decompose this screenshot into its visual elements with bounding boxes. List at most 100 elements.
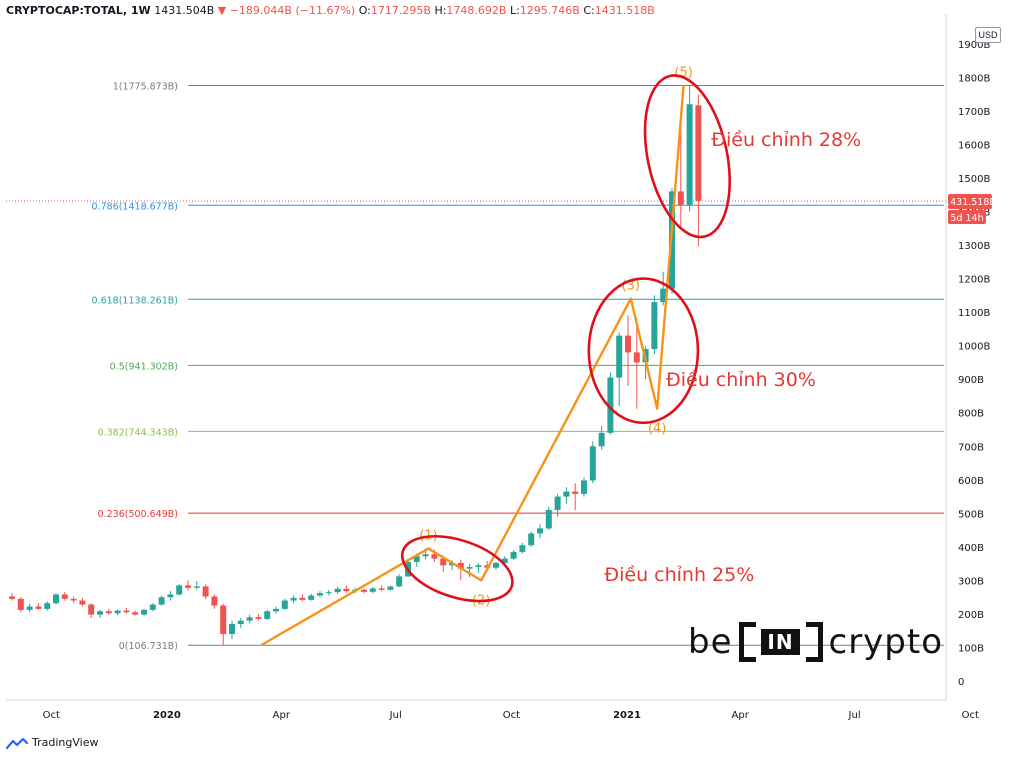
candle	[528, 531, 535, 547]
candle-body	[607, 377, 614, 433]
candle-body	[281, 600, 288, 609]
x-tick-label: Jul	[848, 710, 861, 721]
candle-body	[537, 528, 543, 534]
currency-button[interactable]: USD	[975, 27, 1001, 43]
candle	[625, 315, 631, 386]
candle-body	[519, 545, 526, 552]
candle	[660, 271, 667, 306]
correction-annotation: Điều chỉnh 30%	[666, 369, 816, 391]
candle-body	[273, 608, 279, 612]
x-tick-label: Oct	[962, 710, 979, 721]
y-tick-label: 400B	[958, 543, 984, 554]
candle-body	[422, 554, 429, 557]
y-tick-label: 1500B	[958, 174, 990, 185]
candle-body	[53, 594, 59, 604]
candle	[616, 332, 623, 407]
candle	[255, 613, 262, 621]
high-value: 1748.692B	[446, 4, 507, 17]
candle-body	[510, 551, 517, 559]
x-tick-label: Apr	[273, 710, 291, 721]
candle	[457, 559, 464, 581]
logo-mid: IN	[761, 629, 800, 655]
candle	[493, 561, 499, 570]
candle-body	[396, 576, 403, 587]
y-tick-label: 1100B	[958, 308, 990, 319]
candle-body	[572, 491, 579, 494]
candle-body	[290, 597, 297, 601]
candle-body	[237, 620, 244, 624]
candle-body	[484, 565, 491, 568]
candle-body	[677, 191, 684, 205]
candle	[53, 593, 59, 605]
candle-body	[229, 623, 235, 635]
fib-label: 1(1775.873B)	[113, 81, 178, 92]
tradingview-label: TradingView	[32, 736, 99, 749]
candle-body	[589, 446, 596, 481]
candle	[361, 588, 367, 594]
y-tick-label: 600B	[958, 476, 984, 487]
current-price: 1431.504B	[154, 4, 215, 17]
candle-body	[317, 593, 323, 596]
symbol-name[interactable]: CRYPTOCAP:TOTAL, 1W	[6, 4, 151, 17]
y-tick-label: 300B	[958, 576, 984, 587]
logo-right: crypto	[828, 622, 944, 662]
candle-body	[413, 556, 420, 562]
candle-body	[123, 610, 130, 613]
candle-body	[325, 592, 332, 594]
elliott-wave-line	[260, 85, 685, 647]
candle-body	[361, 589, 367, 592]
candle-body	[369, 588, 376, 592]
y-tick-label: 1000B	[958, 342, 990, 353]
candle	[545, 506, 552, 531]
price-change: −189.044B (−11.67%)	[229, 4, 356, 17]
tradingview-icon	[6, 737, 28, 749]
candle	[334, 586, 341, 594]
candle	[185, 580, 191, 591]
last-price-value: 1431.518B	[944, 197, 996, 208]
candle	[281, 598, 288, 610]
close-value: 1431.518B	[594, 4, 655, 17]
candle-body	[334, 588, 341, 593]
candle-body	[149, 604, 156, 610]
fib-label: 0.382(744.343B)	[98, 427, 178, 438]
candle-body	[343, 588, 350, 592]
candle	[581, 477, 587, 497]
correction-annotation: Điều chỉnh 28%	[711, 129, 861, 151]
candle	[202, 584, 209, 599]
candle	[537, 524, 543, 539]
countdown-badge-bg	[948, 209, 986, 224]
last-price-badge: 1431.518B 5d 14h	[944, 193, 996, 224]
candle-body	[660, 288, 667, 303]
x-tick-label: 2021	[613, 710, 641, 721]
candle	[510, 550, 517, 561]
candle-body	[44, 603, 51, 609]
wave-label: (4)	[648, 422, 666, 437]
tradingview-branding[interactable]: TradingView	[6, 736, 98, 749]
candle-body	[616, 335, 623, 378]
candle	[35, 603, 42, 610]
candle	[519, 542, 526, 554]
candle	[141, 608, 147, 616]
close-label: C:	[583, 4, 595, 17]
candle-body	[193, 586, 200, 588]
candle	[246, 614, 253, 624]
candle-body	[167, 594, 174, 598]
x-tick-label: Oct	[43, 710, 60, 721]
low-value: 1295.746B	[519, 4, 580, 17]
candle	[299, 594, 306, 602]
candle-body	[299, 597, 306, 600]
candle	[466, 563, 473, 578]
candle-body	[79, 600, 86, 605]
candle	[554, 493, 561, 517]
candle	[26, 603, 33, 613]
down-arrow-icon: ▼	[217, 4, 227, 17]
candle	[237, 617, 244, 629]
fib-label: 0.786(1418.677B)	[92, 201, 178, 212]
candle-body	[70, 598, 77, 601]
candle	[264, 609, 271, 620]
candle	[114, 609, 121, 616]
correction-ellipse	[587, 277, 700, 425]
candle-body	[625, 335, 631, 353]
candle-body	[141, 609, 147, 615]
